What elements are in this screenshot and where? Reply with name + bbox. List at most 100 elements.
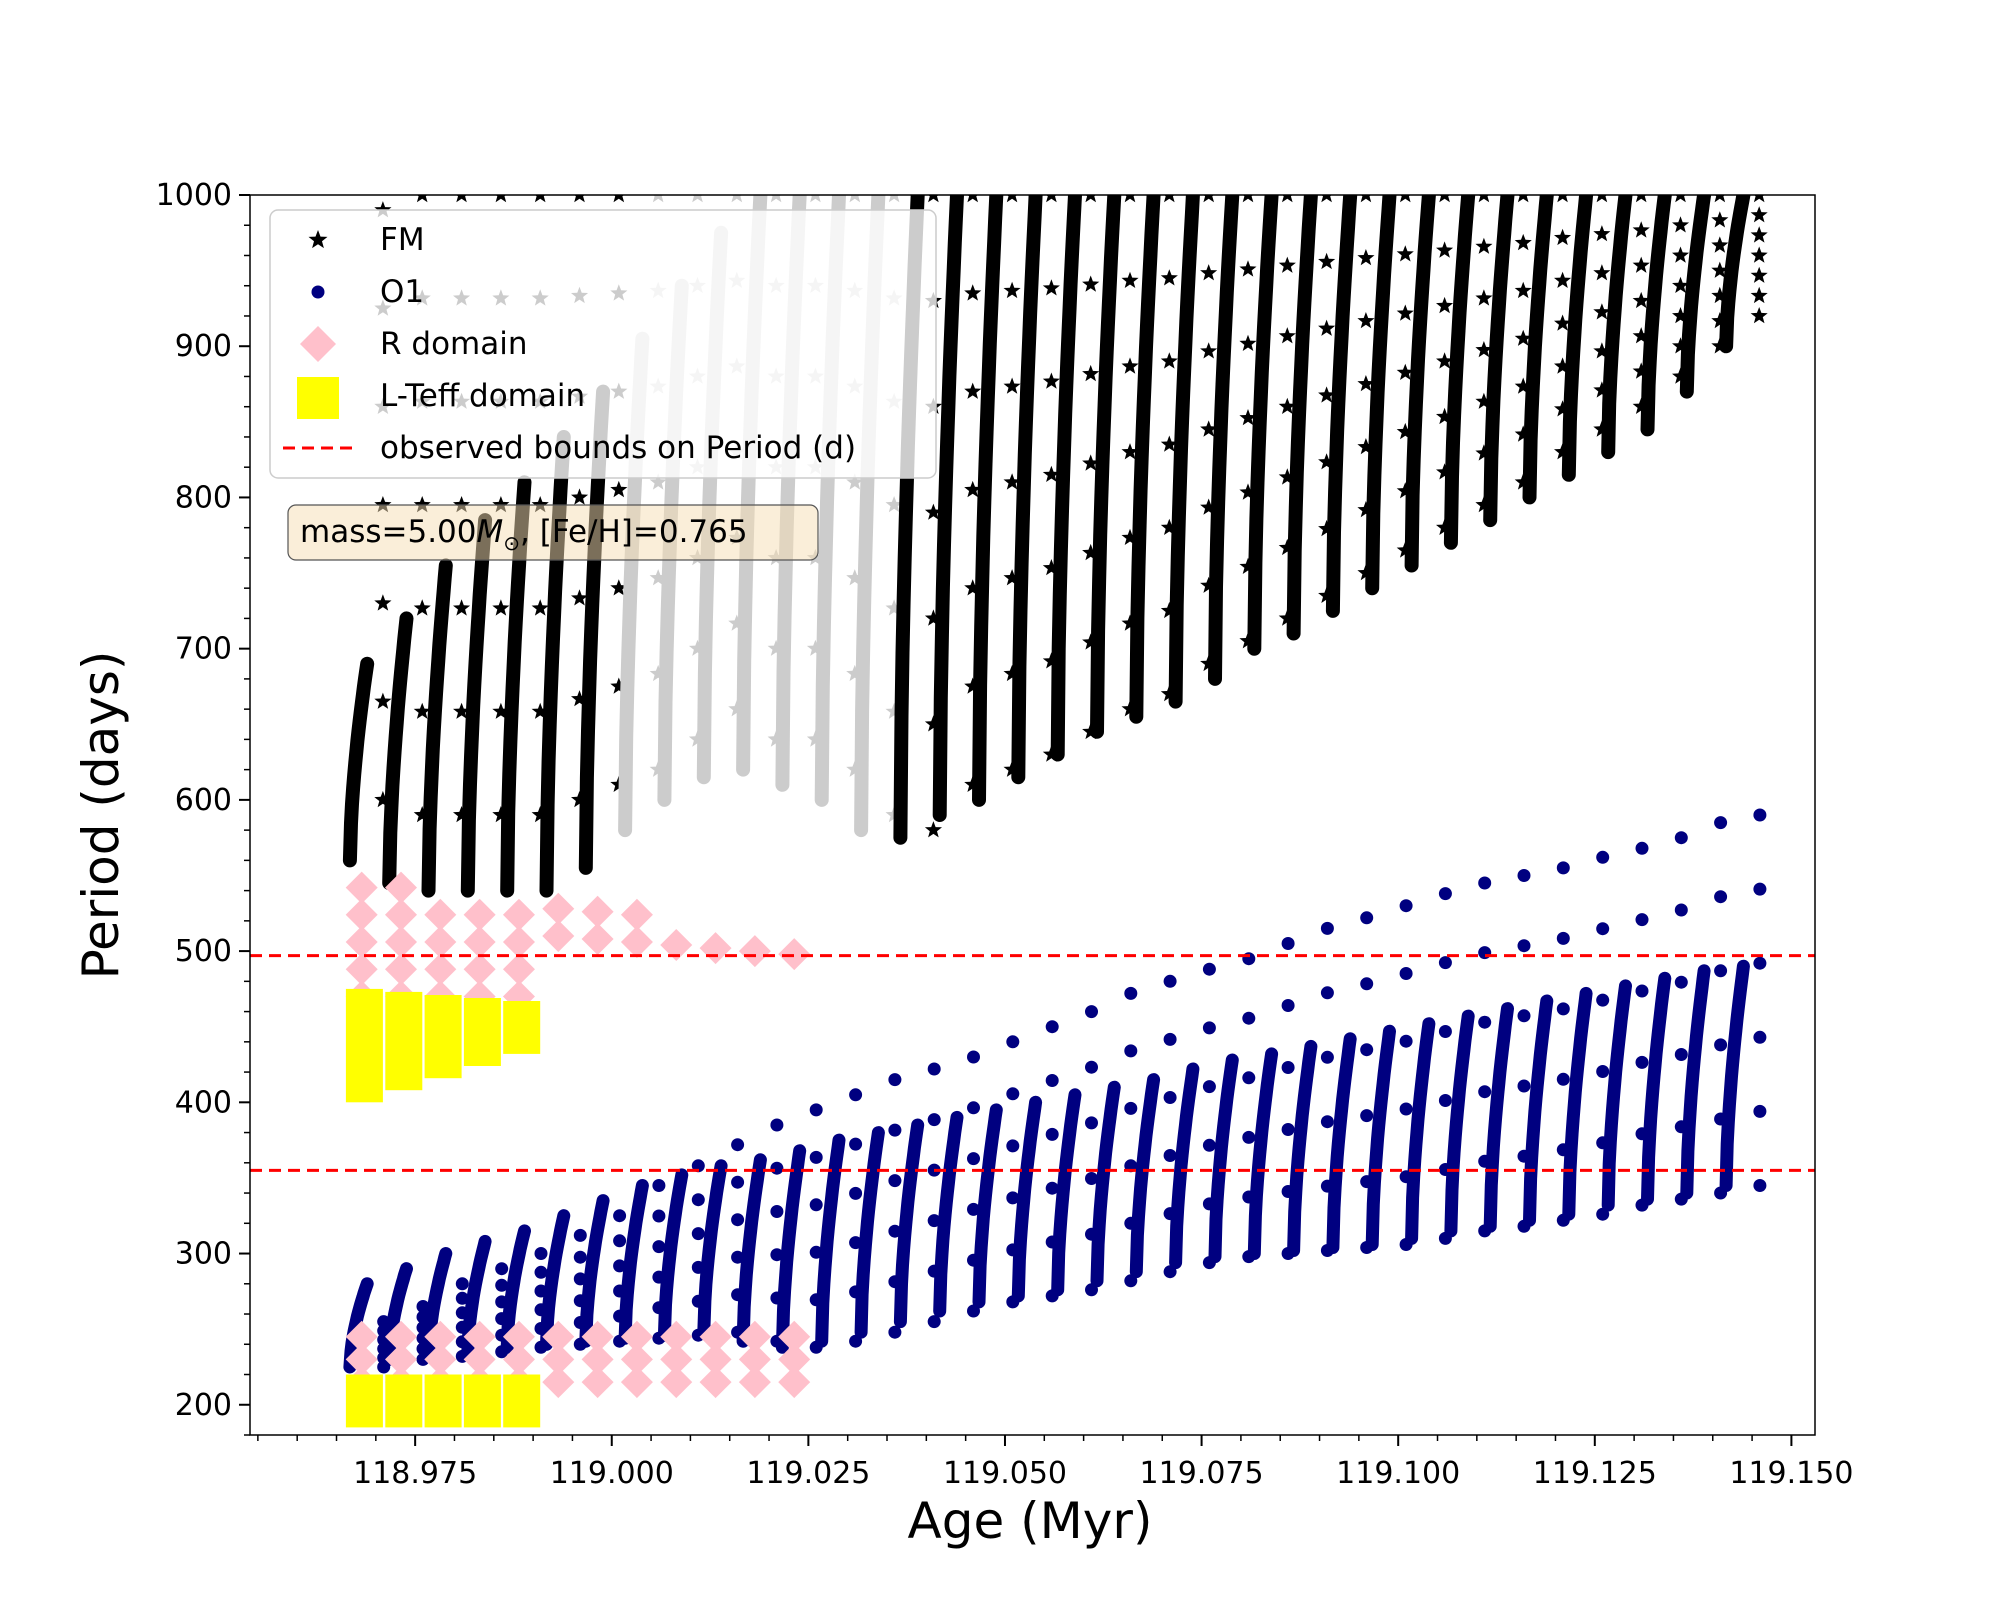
o1-point: [1753, 1104, 1767, 1118]
fm-star: [767, 639, 785, 656]
annotation-prefix: mass=5.00: [300, 514, 477, 550]
o1-point: [888, 1123, 902, 1137]
r-domain-marker: [424, 1320, 457, 1353]
o1-point: [1281, 999, 1295, 1012]
o1-point: [1753, 808, 1767, 822]
fm-star: [806, 639, 824, 656]
fm-star: [1357, 312, 1375, 329]
o1-point: [888, 1073, 902, 1087]
fm-star: [1436, 352, 1454, 369]
fm-star: [413, 496, 431, 513]
o1-track: [697, 1159, 728, 1339]
o1-point: [1006, 1035, 1020, 1049]
fm-star: [1400, 195, 1411, 203]
fm-star: [649, 473, 667, 490]
fm-star: [492, 496, 510, 513]
o1-point: [1753, 1179, 1767, 1192]
o1-point: [1281, 1061, 1295, 1074]
legend-marker-r-domain: [300, 326, 336, 362]
o1-point: [416, 1300, 430, 1313]
o1-point: [927, 1315, 941, 1329]
o1-track: [382, 1262, 413, 1366]
o1-track: [500, 1224, 531, 1354]
fm-star: [1239, 334, 1257, 351]
o1-point: [1635, 984, 1649, 998]
r-domain-marker: [542, 919, 575, 952]
fm-track: [342, 656, 375, 868]
fm-star: [849, 195, 861, 203]
legend-marker-o1: [311, 285, 325, 299]
y-tick-label: 1000: [156, 178, 232, 213]
r-domain-marker: [738, 935, 771, 968]
o1-point: [691, 1193, 705, 1207]
o1-point: [1320, 986, 1334, 1000]
o1-track: [1719, 959, 1750, 1192]
fm-star: [1239, 483, 1257, 500]
o1-point: [1674, 1048, 1688, 1061]
r-domain-marker: [778, 938, 811, 971]
x-tick-label: 119.000: [550, 1456, 674, 1491]
r-domain-marker: [778, 1366, 811, 1399]
o1-point: [967, 1101, 980, 1115]
fm-star: [885, 702, 903, 719]
fm-star: [1436, 241, 1454, 258]
fm-star: [1124, 195, 1136, 203]
fm-track: [1325, 195, 1358, 618]
o1-point: [731, 1175, 745, 1189]
fm-track: [1090, 195, 1122, 739]
fm-star: [731, 195, 743, 203]
y-tick-label: 500: [175, 934, 232, 969]
fm-star: [1517, 195, 1529, 203]
o1-point: [809, 1198, 823, 1212]
o1-point: [1320, 1050, 1334, 1064]
fm-star: [492, 806, 510, 823]
fm-star: [649, 569, 667, 586]
r-domain-marker: [463, 1343, 496, 1376]
fm-star: [728, 614, 746, 631]
o1-point: [1163, 1032, 1177, 1046]
fm-star: [964, 480, 982, 498]
r-domain-marker: [699, 1320, 732, 1353]
o1-point: [1085, 1172, 1098, 1185]
fm-star: [613, 195, 625, 203]
o1-track: [1523, 994, 1554, 1227]
fm-star: [1750, 206, 1768, 223]
fm-track: [1208, 195, 1240, 686]
fm-star: [1675, 195, 1686, 203]
r-domain-marker: [502, 1343, 535, 1376]
fm-star: [1082, 275, 1100, 292]
o1-track: [1680, 964, 1711, 1200]
o1-point: [888, 1325, 902, 1339]
o1-point: [1478, 946, 1492, 960]
o1-point: [888, 1224, 902, 1238]
fm-star: [1514, 377, 1532, 394]
legend-label-o1: O1: [380, 274, 424, 310]
r-domain-marker: [620, 898, 653, 931]
r-domain-marker: [660, 1320, 693, 1353]
fm-star: [1554, 228, 1572, 246]
fm-star: [1357, 438, 1375, 455]
y-tick-label: 600: [175, 783, 232, 818]
fm-star: [1357, 501, 1375, 518]
o1-point: [691, 1227, 705, 1241]
fm-star: [1082, 364, 1100, 382]
y-axis-label: Period (days): [72, 651, 130, 980]
fm-track: [1561, 195, 1594, 482]
fm-star: [453, 496, 471, 513]
fm-star: [1396, 363, 1414, 380]
legend-markers: [283, 230, 353, 450]
o1-point: [1478, 1015, 1492, 1029]
fm-star: [1475, 444, 1493, 461]
fm-star: [885, 599, 903, 616]
o1-track: [815, 1133, 846, 1348]
fm-star: [574, 195, 585, 203]
o1-point: [1596, 993, 1610, 1007]
fm-star: [1278, 327, 1296, 344]
fm-star: [1593, 303, 1611, 320]
fm-star: [1200, 264, 1218, 281]
lteff-block: [424, 995, 462, 1079]
fm-star: [531, 496, 549, 513]
o1-point: [613, 1259, 627, 1273]
fm-track: [1443, 195, 1476, 550]
fm-star: [1593, 225, 1611, 242]
